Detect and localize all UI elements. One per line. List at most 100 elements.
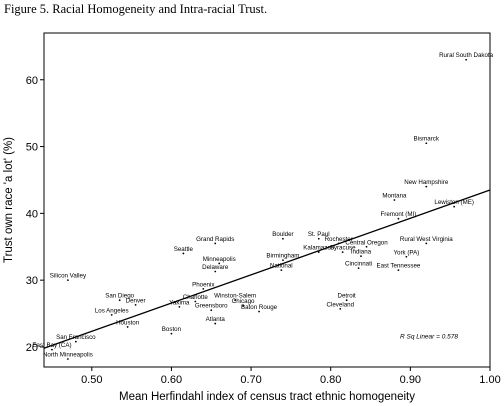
data-point-label: Baton Rouge (241, 304, 278, 311)
plot-frame (43, 32, 491, 368)
data-point-label: Rochester (325, 236, 353, 243)
data-point (66, 358, 69, 360)
y-tick-label: 60 (26, 75, 38, 87)
data-point (465, 58, 468, 61)
data-point (282, 259, 284, 262)
data-point-label: York (PA) (393, 249, 419, 256)
data-point-label: Bismarck (414, 136, 440, 143)
data-point (214, 322, 217, 325)
data-point (339, 307, 342, 310)
data-point (365, 245, 368, 248)
data-point-label: Seattle (174, 246, 194, 253)
x-tick-label: 0.70 (240, 374, 261, 386)
data-point-label: Winston-Salem (214, 293, 256, 300)
data-point (126, 326, 129, 328)
data-point (214, 242, 217, 245)
data-point (341, 251, 344, 254)
data-point-label: National (270, 263, 293, 270)
r-squared-annotation: R Sq Linear = 0.578 (400, 333, 458, 340)
data-point (182, 252, 185, 255)
data-point (393, 199, 396, 201)
data-point (317, 251, 320, 254)
x-axis: 0.50 0.60 0.70 0.80 0.90 1.00 (81, 367, 501, 386)
data-point-label: Grand Rapids (196, 236, 234, 243)
y-tick-label: 30 (26, 275, 38, 287)
y-axis: 20 30 40 50 60 (26, 75, 44, 354)
data-point-label: St. Paul (308, 231, 330, 238)
data-point (214, 270, 217, 273)
data-point (234, 299, 237, 302)
data-point (425, 242, 428, 245)
x-tick-label: 0.60 (161, 374, 182, 386)
data-point-label: Los Angeles (95, 307, 129, 314)
data-point (74, 340, 77, 343)
data-point (453, 205, 456, 208)
data-point-label: Silicon Valley (50, 273, 87, 280)
data-point-label: Rural West Virginia (400, 236, 453, 243)
data-point-label: Fremont (MI) (381, 211, 417, 218)
x-tick-label: 0.90 (400, 374, 421, 386)
x-tick-label: 1.00 (479, 374, 500, 386)
y-axis-title: Trust own race 'a lot' (%) (3, 137, 15, 263)
data-point-label: Syracuse (330, 245, 356, 252)
x-tick-label: 0.50 (81, 374, 102, 386)
data-point (194, 300, 197, 303)
data-point-label: Detroit (338, 293, 357, 300)
data-point-label: New Hampshire (404, 179, 449, 186)
data-point-label: Boulder (272, 231, 293, 238)
x-axis-title: Mean Herfindahl index of census tract et… (119, 391, 415, 403)
data-point-label: East Bay (CA) (32, 342, 71, 349)
y-tick-label: 50 (26, 142, 38, 154)
data-point-label: Montana (382, 193, 407, 200)
figure-title: Figure 5. Racial Homogeneity and Intra-r… (4, 2, 268, 16)
data-point-label: Lewiston (ME) (434, 199, 474, 206)
y-tick-label: 40 (26, 208, 38, 220)
data-point (280, 269, 283, 272)
data-point (258, 310, 260, 313)
plot-border (43, 32, 491, 368)
data-point (317, 237, 320, 240)
data-point-label: Birmingham (266, 253, 299, 260)
data-point (425, 142, 428, 145)
data-points: Rural South Dakota Bismarck New Hampshire M… (32, 52, 494, 360)
data-point-label: San Francisco (56, 334, 96, 341)
data-point (405, 255, 408, 258)
x-tick-label: 0.80 (320, 374, 341, 386)
data-point-label: Denver (126, 297, 146, 304)
data-point (178, 305, 181, 308)
data-point-label: Minneapolis (203, 256, 236, 263)
data-point-label: Cincinnati (345, 261, 372, 268)
data-point-label: Boston (162, 326, 182, 333)
y-tick-label: 20 (26, 342, 38, 354)
data-point-label: Atlanta (206, 316, 226, 323)
data-point-label: Houston (116, 319, 140, 326)
fit-line-group (43, 189, 491, 349)
data-point-label: North Minneapolis (43, 351, 93, 358)
data-point (218, 262, 221, 265)
data-point-label: Rural South Dakota (439, 52, 494, 59)
data-point (110, 313, 113, 316)
data-point (170, 332, 173, 335)
data-point (345, 299, 348, 302)
data-point (337, 242, 340, 245)
data-point (210, 309, 213, 312)
data-point (118, 299, 121, 302)
data-point (397, 269, 400, 272)
data-point-label: Cleveland (327, 301, 355, 308)
data-point-label: Charlotte (183, 294, 209, 301)
data-point-label: Delaware (202, 264, 229, 271)
data-point-label: Indiana (351, 249, 372, 256)
data-point-label: Phoenix (192, 281, 215, 288)
data-point-label: Greensboro (195, 303, 228, 310)
data-point (202, 287, 205, 290)
data-point (66, 279, 69, 282)
data-point (357, 267, 360, 270)
regression-line (43, 189, 491, 349)
data-point-label: Chicago (232, 298, 255, 305)
data-point (242, 304, 245, 307)
data-point-label: Kalamazoo (303, 245, 335, 252)
data-point-label: Yakima (169, 299, 190, 306)
data-point (425, 185, 428, 188)
data-point (51, 348, 53, 351)
